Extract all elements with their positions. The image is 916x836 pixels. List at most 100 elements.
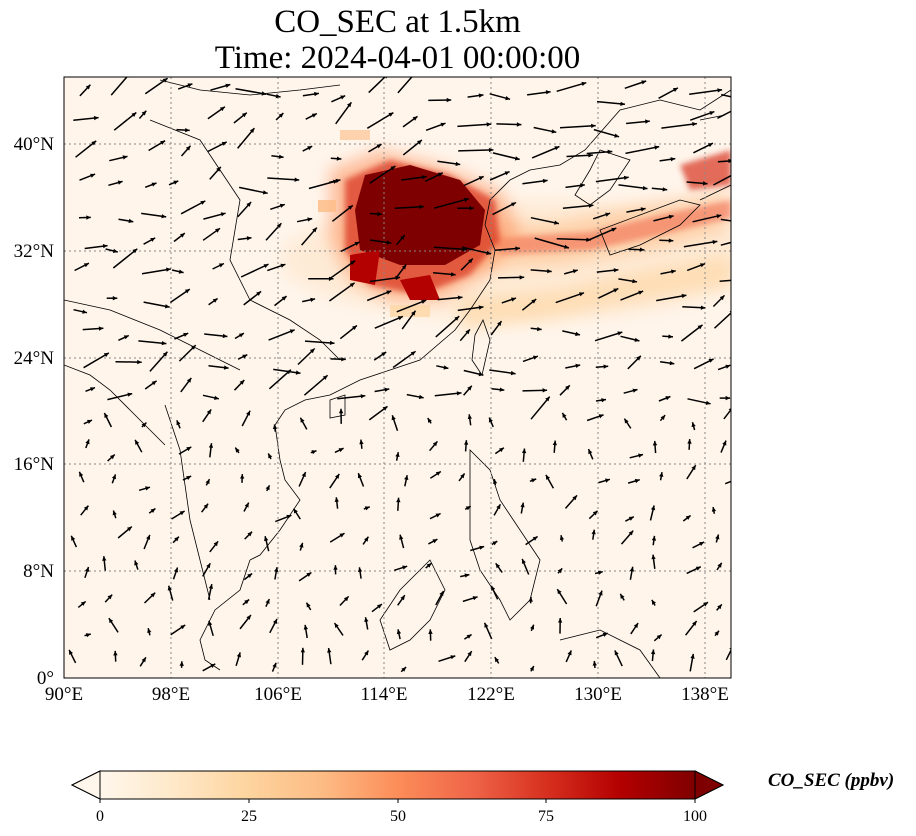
wind-arrow-head xyxy=(651,535,657,541)
wind-arrow-head xyxy=(624,418,629,424)
lat-label-32: 32°N xyxy=(14,241,55,262)
wind-arrow-head xyxy=(554,146,560,151)
wind-arrow-head xyxy=(497,321,502,326)
wind-arrow-head xyxy=(665,396,671,401)
wind-arrow-head xyxy=(611,227,617,232)
wind-arrow-head xyxy=(651,599,656,605)
wind-arrow-head xyxy=(628,530,634,536)
wind-arrow-head xyxy=(623,175,629,180)
colorbar: 0 25 50 75 100 CO_SEC (ppbv) xyxy=(70,770,894,825)
wind-arrow-head xyxy=(728,158,731,164)
wind-arrow-head xyxy=(617,331,623,336)
wind-arrow-head xyxy=(191,345,196,350)
wind-arrow-head xyxy=(446,97,452,103)
wind-arrow-head xyxy=(161,341,167,346)
wind-arrow-head xyxy=(150,237,156,242)
wind-arrow-head xyxy=(86,215,91,220)
wind-arrow-shaft xyxy=(392,350,417,369)
wind-arrow-head xyxy=(651,554,656,560)
wind-arrow-head xyxy=(732,240,737,244)
wind-arrow-head xyxy=(521,448,527,454)
wind-arrow-shaft xyxy=(304,340,335,344)
lon-label-114: 114°E xyxy=(361,684,408,705)
wind-arrow-shaft xyxy=(396,299,427,313)
wind-arrow-head xyxy=(547,269,552,274)
wind-arrow-shaft xyxy=(394,205,424,209)
wind-arrow-head xyxy=(418,394,424,400)
colorbar-extend-min xyxy=(70,770,101,800)
wind-arrow-head xyxy=(244,502,249,508)
wind-arrow-head xyxy=(162,78,168,83)
wind-arrow-head xyxy=(614,133,620,138)
wind-arrow-head xyxy=(598,590,603,596)
wind-arrow-head xyxy=(141,110,147,116)
wind-arrow-head xyxy=(247,573,253,578)
wind-arrow-shaft xyxy=(83,352,110,369)
wind-arrow-head xyxy=(265,485,270,491)
wind-arrow-head xyxy=(127,392,133,397)
wind-arrow-head xyxy=(715,534,720,540)
wind-arrow-head xyxy=(244,599,250,605)
wind-arrow-head xyxy=(484,622,489,628)
wind-arrow-head xyxy=(530,624,535,630)
wind-arrow-shaft xyxy=(435,315,460,338)
wind-arrow-head xyxy=(511,202,516,207)
wind-arrow-head xyxy=(364,536,369,542)
wind-arrow-head xyxy=(160,140,166,145)
wind-arrow-head xyxy=(499,387,505,392)
wind-arrow-head xyxy=(654,145,660,150)
wind-arrow-head xyxy=(134,560,139,566)
wind-arrow-head xyxy=(312,227,317,233)
wind-arrow-head xyxy=(681,293,687,299)
wind-arrow-head xyxy=(467,414,472,420)
wind-arrow-head xyxy=(112,248,118,253)
wind-arrow-head xyxy=(620,593,625,599)
wind-arrow-head xyxy=(300,647,305,653)
wind-arrow-head xyxy=(206,409,212,415)
wind-arrow-head xyxy=(262,190,268,195)
wind-arrow-head xyxy=(311,113,317,118)
lon-tick-labels: 90°E 98°E 106°E 114°E 122°E 130°E 138°E xyxy=(45,684,729,705)
wind-arrow-head xyxy=(716,214,722,219)
title-time: Time: 2024-04-01 00:00:00 xyxy=(214,40,581,76)
wind-arrow-head xyxy=(705,400,711,405)
wind-arrow-head xyxy=(241,112,247,118)
lon-label-90: 90°E xyxy=(45,684,83,705)
wind-arrow-head xyxy=(468,258,473,264)
wind-arrow-shaft xyxy=(713,174,731,186)
wind-arrow-head xyxy=(183,332,189,337)
wind-arrow-head xyxy=(435,471,441,476)
wind-arrow-head xyxy=(602,632,608,637)
wind-arrow-head xyxy=(210,663,216,668)
wind-arrow-head xyxy=(208,443,214,448)
wind-arrow-head xyxy=(347,205,353,210)
wind-arrow-head xyxy=(396,497,401,503)
wind-arrow-head xyxy=(597,570,603,575)
wind-arrow-shaft xyxy=(268,369,292,390)
wind-arrow-head xyxy=(488,417,493,423)
wind-arrow-head xyxy=(303,624,308,630)
wind-arrow-head xyxy=(700,263,705,268)
wind-arrow-head xyxy=(671,269,676,274)
wind-arrow-head xyxy=(545,396,550,402)
wind-arrow-head xyxy=(127,526,132,532)
wind-arrow-head xyxy=(164,304,170,309)
wind-arrow-head xyxy=(145,486,150,491)
wind-arrow-shaft xyxy=(530,396,551,420)
wind-arrow-head xyxy=(286,514,292,519)
wind-arrow-head xyxy=(505,96,511,101)
wind-arrow-shaft xyxy=(138,340,167,345)
wind-arrow-head xyxy=(174,536,179,542)
wind-arrow-head xyxy=(725,395,731,401)
wind-arrow-head xyxy=(180,625,186,630)
wind-arrow-head xyxy=(122,155,128,160)
wind-arrow-head xyxy=(151,182,157,187)
wind-arrow-head xyxy=(213,541,219,547)
wind-arrow-head xyxy=(246,410,251,416)
wind-arrow-head xyxy=(307,217,313,222)
wind-arrow-head xyxy=(613,268,619,273)
wind-arrow-head xyxy=(562,412,567,418)
colorbar-extend-max xyxy=(694,770,725,800)
wind-arrow-shaft xyxy=(562,204,594,209)
lon-label-122: 122°E xyxy=(467,684,515,705)
